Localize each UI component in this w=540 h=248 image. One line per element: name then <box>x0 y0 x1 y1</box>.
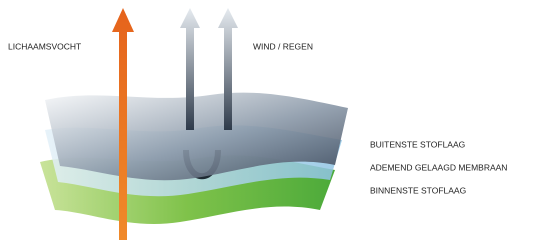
label: WIND / REGEN <box>253 41 313 51</box>
label: ADEMEND GELAAGD MEMBRAAN <box>370 162 507 172</box>
diagram: LICHAAMSVOCHT WIND / REGEN BUITENSTE STO… <box>0 0 540 243</box>
label: BINNENSTE STOFLAAG <box>370 185 466 195</box>
label: LICHAAMSVOCHT <box>8 41 81 51</box>
label: BUITENSTE STOFLAAG <box>370 139 465 149</box>
